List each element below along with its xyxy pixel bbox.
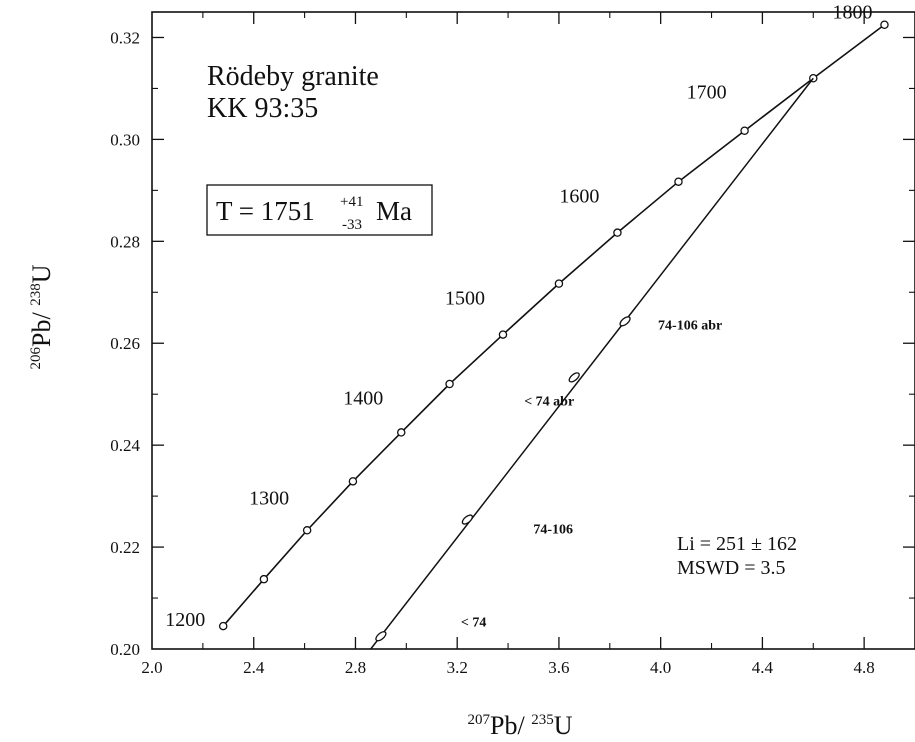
- concordia-age-marker: [554, 279, 564, 288]
- y-label-sup1: 206: [28, 346, 44, 369]
- discordia-line-group: [370, 77, 814, 650]
- x-tick-label: 4.0: [650, 658, 671, 677]
- plot-frame: [151, 11, 915, 650]
- y-tick-label: 0.32: [110, 28, 140, 47]
- x-tick-label: 3.2: [447, 658, 468, 677]
- concordia-curve-group: 1200 1300 1400 1500 1600 1700 1800: [165, 2, 889, 631]
- concordia-age-marker: [218, 621, 228, 631]
- concordia-age-label: 1500: [445, 288, 485, 310]
- sample-id: KK 93:35: [207, 93, 318, 124]
- data-ellipse-label: 74-106 abr: [658, 318, 722, 333]
- y-tick-label: 0.30: [110, 130, 140, 149]
- concordia-age-label: 1300: [249, 487, 289, 509]
- concordia-age-label: 1200: [165, 609, 205, 631]
- x-tick-label: 4.8: [854, 658, 875, 677]
- x-label-base1: Pb/: [490, 711, 531, 740]
- data-ellipse: [461, 514, 474, 525]
- mswd-label: MSWD = 3.5: [677, 557, 786, 579]
- data-ellipse-label: < 74 abr: [524, 394, 574, 409]
- data-ellipse-label: < 74: [461, 615, 486, 630]
- concordia-age-label: 1400: [343, 387, 383, 409]
- data-ellipse-label: 74-106: [533, 523, 573, 538]
- concordia-age-marker: [880, 20, 889, 29]
- concordia-age-label: 1700: [687, 82, 727, 104]
- concordia-age-marker: [348, 477, 358, 486]
- y-tick-label: 0.22: [110, 538, 140, 557]
- data-ellipse: [375, 631, 387, 642]
- concordia-age-marker: [613, 228, 622, 237]
- x-axis-label: 207Pb/ 235U: [468, 711, 573, 740]
- concordia-age-label: 1600: [559, 186, 599, 208]
- concordia-age-marker: [445, 379, 454, 389]
- x-axis-ticks: 2.0 2.4 2.8 3.2 3.6 4.0 4.4 4.8: [141, 12, 875, 677]
- y-label-sup2: 238: [28, 283, 44, 306]
- x-label-sup1: 207: [468, 712, 491, 728]
- y-tick-label: 0.20: [110, 640, 140, 659]
- x-tick-label: 2.4: [243, 658, 265, 677]
- age-value: T = 1751: [216, 196, 315, 226]
- x-label-sup2: 235: [531, 712, 554, 728]
- y-axis-label: 206Pb/ 238U: [27, 264, 56, 369]
- concordia-age-marker: [498, 330, 508, 339]
- x-tick-label: 2.0: [141, 658, 162, 677]
- y-tick-label: 0.24: [110, 436, 140, 455]
- data-ellipses-group: 74-106 abr < 74 abr 74-106 < 74: [375, 316, 722, 642]
- data-ellipse: [619, 316, 631, 327]
- discordia-line: [370, 77, 814, 650]
- x-tick-label: 4.4: [752, 658, 774, 677]
- age-unit: Ma: [376, 196, 412, 226]
- data-ellipse: [568, 372, 580, 383]
- y-label-base1: Pb/: [27, 306, 56, 347]
- concordia-age-marker: [259, 574, 269, 584]
- y-tick-label: 0.28: [110, 232, 140, 251]
- concordia-age-label: 1800: [832, 2, 872, 24]
- y-label-base2: U: [27, 264, 56, 283]
- x-tick-label: 3.6: [548, 658, 569, 677]
- sample-name: Rödeby granite: [207, 61, 379, 92]
- age-minus-error: -33: [342, 217, 362, 233]
- age-plus-error: +41: [340, 194, 363, 210]
- lower-intercept-label: Li = 251 ± 162: [677, 533, 797, 555]
- concordia-age-marker: [396, 428, 406, 437]
- concordia-age-marker: [674, 177, 683, 186]
- concordia-age-marker: [740, 126, 749, 135]
- y-axis-ticks: 0.20 0.22 0.24 0.26 0.28 0.30 0.32: [110, 28, 915, 659]
- x-label-base2: U: [554, 711, 573, 740]
- age-box: [206, 184, 433, 236]
- y-tick-label: 0.26: [110, 334, 140, 353]
- concordia-age-marker: [302, 526, 312, 535]
- x-tick-label: 2.8: [345, 658, 366, 677]
